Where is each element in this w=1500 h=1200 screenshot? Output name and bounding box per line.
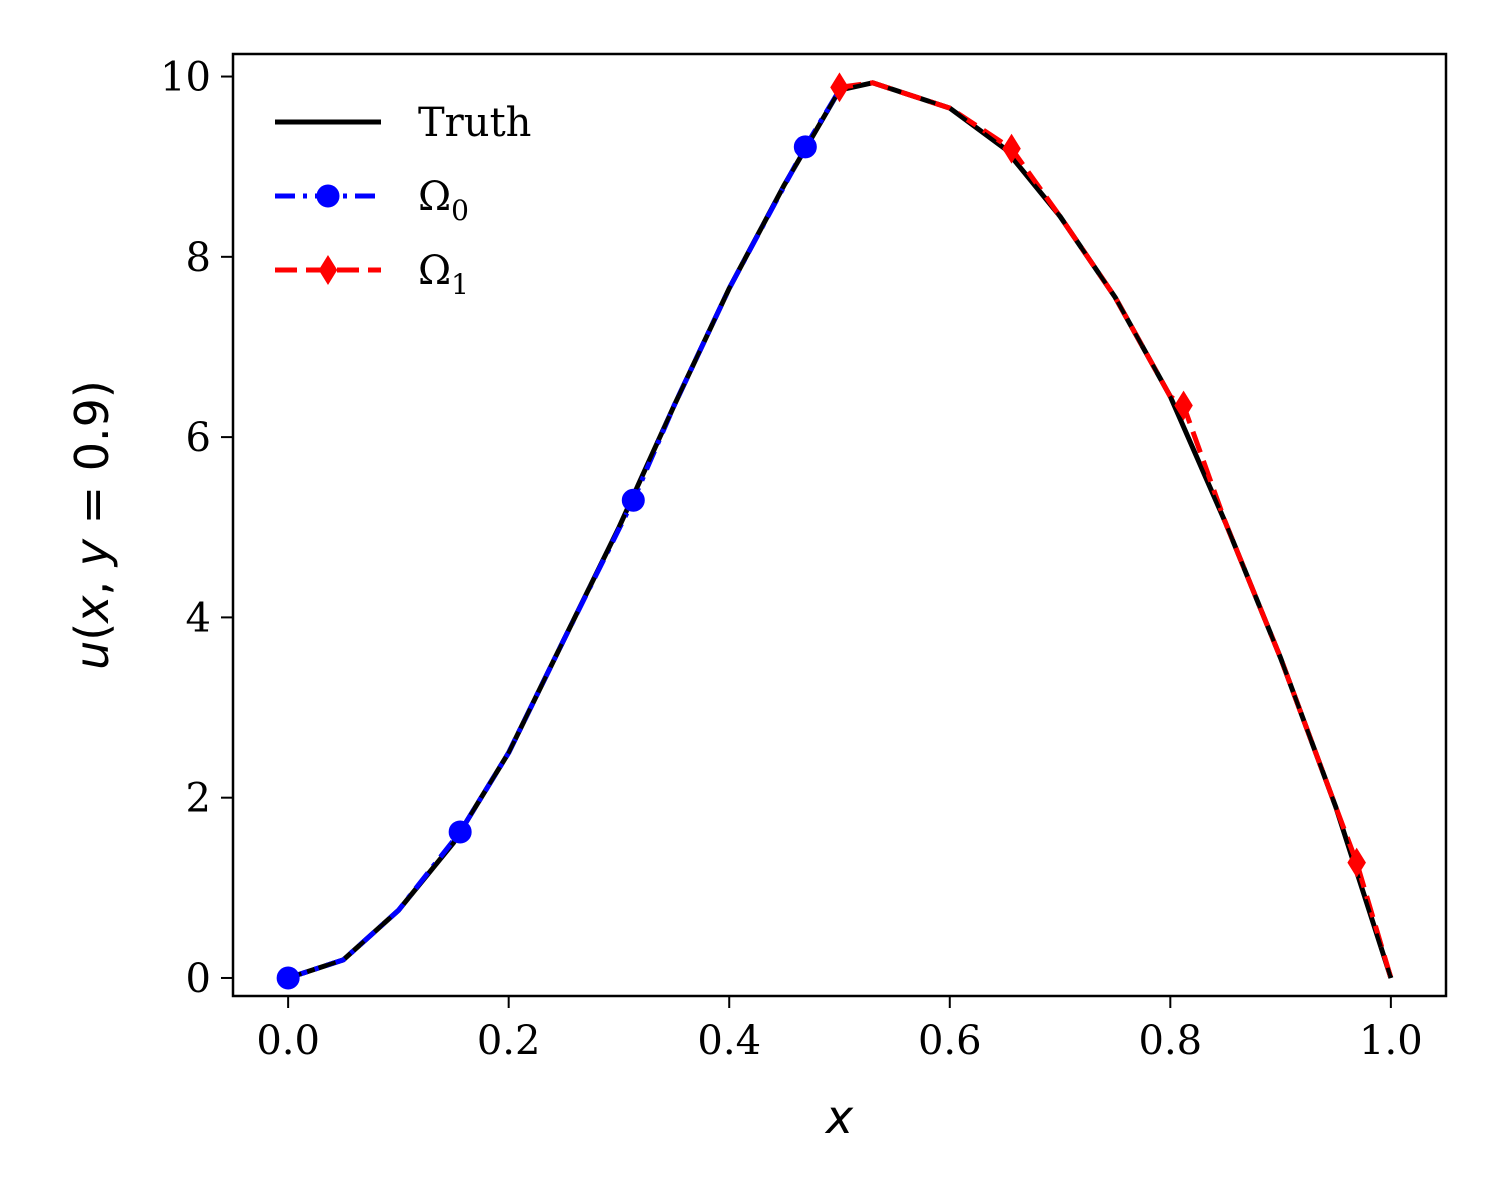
- series-line: [287, 80, 1393, 980]
- y-axis-label-part: x: [65, 595, 119, 625]
- data-point: [448, 820, 472, 844]
- y-axis-label-part: ,: [65, 566, 119, 595]
- series-0: [287, 80, 1393, 980]
- x-tick-label: 0.0: [256, 1018, 320, 1064]
- x-axis-label: x: [824, 1090, 854, 1144]
- data-point: [830, 72, 849, 103]
- series-layer: [276, 72, 1394, 990]
- data-point: [1002, 133, 1021, 164]
- legend-marker: [316, 184, 340, 208]
- y-axis-label-part: u: [65, 641, 119, 670]
- legend-label-subscript: 1: [451, 268, 469, 301]
- series-1: [287, 88, 842, 981]
- legend-label-main: Ω: [418, 174, 451, 220]
- y-axis-label: u(x, y = 0.9): [65, 380, 119, 670]
- data-point: [1174, 390, 1193, 421]
- y-tick-label: 6: [186, 415, 211, 461]
- legend-label: Ω0: [418, 174, 469, 227]
- x-tick-label: 0.6: [918, 1018, 982, 1064]
- series-markers-1: [276, 135, 817, 990]
- y-axis-label-part: = 0.9): [65, 380, 119, 539]
- y-axis-label-part: y: [65, 538, 119, 568]
- x-tick-label: 1.0: [1359, 1018, 1423, 1064]
- series-2: [839, 80, 1394, 979]
- y-tick-label: 0: [186, 956, 211, 1002]
- x-tick-label: 0.2: [477, 1018, 541, 1064]
- data-point: [1347, 847, 1366, 878]
- y-tick-label: 2: [186, 776, 211, 822]
- legend-label: Truth: [418, 100, 531, 146]
- x-tick-label: 0.4: [697, 1018, 761, 1064]
- legend-item: Truth: [275, 100, 531, 146]
- legend-item: Ω0: [275, 174, 469, 227]
- y-tick-label: 10: [160, 55, 211, 101]
- legend-label: Ω1: [418, 248, 469, 301]
- series-line: [839, 80, 1394, 979]
- data-point: [276, 966, 300, 990]
- data-point: [793, 135, 817, 159]
- data-point: [621, 488, 645, 512]
- plot-frame: [231, 52, 1448, 998]
- y-tick-label: 4: [186, 595, 211, 641]
- y-tick-label: 8: [186, 235, 211, 281]
- legend-label-main: Ω: [418, 248, 451, 294]
- series-line: [287, 88, 842, 981]
- legend-label-main: Truth: [418, 100, 531, 146]
- series-markers-2: [830, 72, 1366, 878]
- legend-marker: [318, 255, 338, 285]
- y-axis-label-part: (: [65, 623, 119, 641]
- legend-item: Ω1: [275, 248, 469, 301]
- x-tick-label: 0.8: [1139, 1018, 1203, 1064]
- legend-label-subscript: 0: [451, 194, 469, 227]
